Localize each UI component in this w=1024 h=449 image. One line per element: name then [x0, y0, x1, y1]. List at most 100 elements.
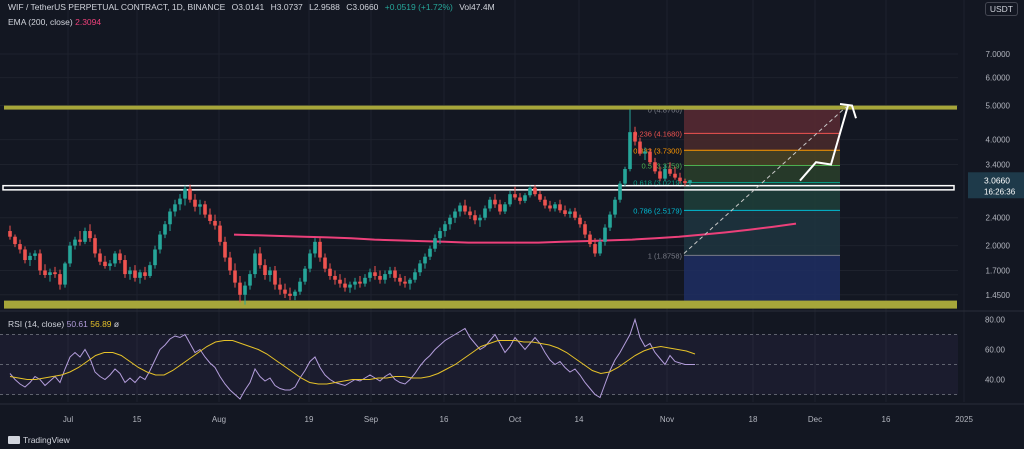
candle-body	[413, 272, 417, 280]
candle-body	[203, 204, 207, 215]
candle-body	[388, 270, 392, 275]
candle-body	[343, 283, 347, 288]
candle-body	[158, 234, 162, 250]
rsi-line	[9, 317, 695, 400]
candle-body	[568, 211, 572, 214]
fib-level-label: 0.618 (3.0219)	[633, 179, 682, 188]
candle-body	[38, 253, 42, 271]
rsi-value: 50.61	[66, 319, 88, 329]
candle-body	[308, 253, 312, 269]
candle-body	[23, 249, 27, 261]
candle-body	[358, 281, 362, 284]
candle-body	[168, 211, 172, 225]
fib-zone	[684, 182, 840, 211]
time-tick-label: 19	[305, 415, 314, 424]
candle-body	[688, 180, 692, 184]
candle-body	[48, 272, 52, 276]
fib-level-label: 0 (4.8760)	[648, 105, 683, 114]
candle-body	[98, 253, 102, 262]
candle-body	[83, 231, 87, 242]
candle-body	[408, 279, 412, 284]
candle-body	[618, 183, 622, 200]
fib-zone	[684, 150, 840, 166]
candle-body	[553, 204, 557, 209]
candle-body	[608, 214, 612, 228]
candle-body	[188, 188, 192, 200]
price-badge	[968, 172, 1024, 199]
time-tick-label: Aug	[212, 415, 226, 424]
price-tick-label: 1.4500	[986, 291, 1011, 300]
candle-body	[483, 208, 487, 218]
candle-body	[563, 210, 567, 214]
candle-body	[558, 204, 562, 211]
resistance-zone	[4, 105, 957, 110]
candle-body	[73, 239, 77, 246]
time-tick-label: 2025	[955, 415, 973, 424]
ema-legend[interactable]: EMA (200, close) 2.3094	[8, 17, 101, 27]
candle-body	[63, 263, 67, 285]
candle-body	[178, 198, 182, 205]
candle-body	[333, 275, 337, 280]
candle-body	[198, 204, 202, 207]
candle-body	[288, 293, 292, 296]
symbol-label[interactable]: WIF / TetherUS PERPETUAL CONTRACT, 1D, B…	[8, 2, 226, 12]
candle-body	[463, 205, 467, 212]
candle-body	[8, 231, 12, 237]
candle-body	[613, 199, 617, 215]
candle-body	[303, 268, 307, 282]
currency-badge[interactable]: USDT	[984, 2, 1018, 16]
price-axis	[968, 24, 1024, 309]
candle-body	[458, 205, 462, 212]
candle-body	[488, 199, 492, 209]
white-band	[2, 184, 955, 191]
low-value: L2.9588	[309, 2, 340, 12]
candle-body	[153, 249, 157, 266]
ema-label: EMA (200, close)	[8, 17, 73, 27]
candle-body	[403, 281, 407, 284]
candle-body	[428, 248, 432, 257]
change-value: +0.0519 (+1.72%)	[384, 2, 453, 12]
time-tick-label: Nov	[660, 415, 674, 424]
time-tick-label: Dec	[808, 415, 822, 424]
candle-body	[218, 225, 222, 242]
candle-body	[273, 270, 277, 285]
time-tick-label: Jul	[63, 415, 73, 424]
candle-body	[468, 211, 472, 216]
rsi-ma-line	[9, 340, 696, 385]
candle-body	[128, 270, 132, 275]
candle-body	[588, 234, 592, 245]
fib-level-label: 1 (1.8758)	[648, 251, 683, 260]
candle-body	[208, 214, 212, 221]
fib-zone	[684, 255, 840, 305]
candle-body	[508, 194, 512, 205]
time-tick-label: 15	[133, 415, 142, 424]
candle-body	[518, 197, 522, 201]
fib-zone	[684, 109, 840, 134]
rsi-legend[interactable]: RSI (14, close) 50.61 56.89 ø	[8, 319, 119, 329]
fib-zone	[684, 133, 840, 151]
candle-body	[683, 181, 687, 184]
tradingview-name: TradingView	[23, 435, 70, 445]
chart-header: WIF / TetherUS PERPETUAL CONTRACT, 1D, B…	[8, 2, 499, 12]
candle-body	[573, 211, 577, 218]
fib-level-label: 0.382 (3.7300)	[633, 146, 682, 155]
candle-body	[143, 272, 147, 276]
time-tick-label: 18	[749, 415, 758, 424]
candle-body	[293, 291, 297, 296]
tradingview-logo[interactable]: TradingView	[8, 435, 70, 445]
candle-body	[603, 227, 607, 242]
time-tick-label: Oct	[509, 415, 522, 424]
candle-body	[163, 224, 167, 235]
fib-level-label: 0.236 (4.1680)	[633, 129, 682, 138]
rsi-tick-label: 60.00	[985, 346, 1006, 355]
close-value: C3.0660	[346, 2, 379, 12]
price-tick-label: 4.0000	[986, 136, 1011, 145]
time-tick-label: Sep	[364, 415, 379, 424]
candle-body	[268, 270, 272, 276]
candle-body	[448, 217, 452, 225]
rsi-ma-value: 56.89	[90, 319, 112, 329]
candle-body	[18, 244, 22, 250]
candle-body	[498, 204, 502, 212]
candle-body	[33, 253, 37, 256]
